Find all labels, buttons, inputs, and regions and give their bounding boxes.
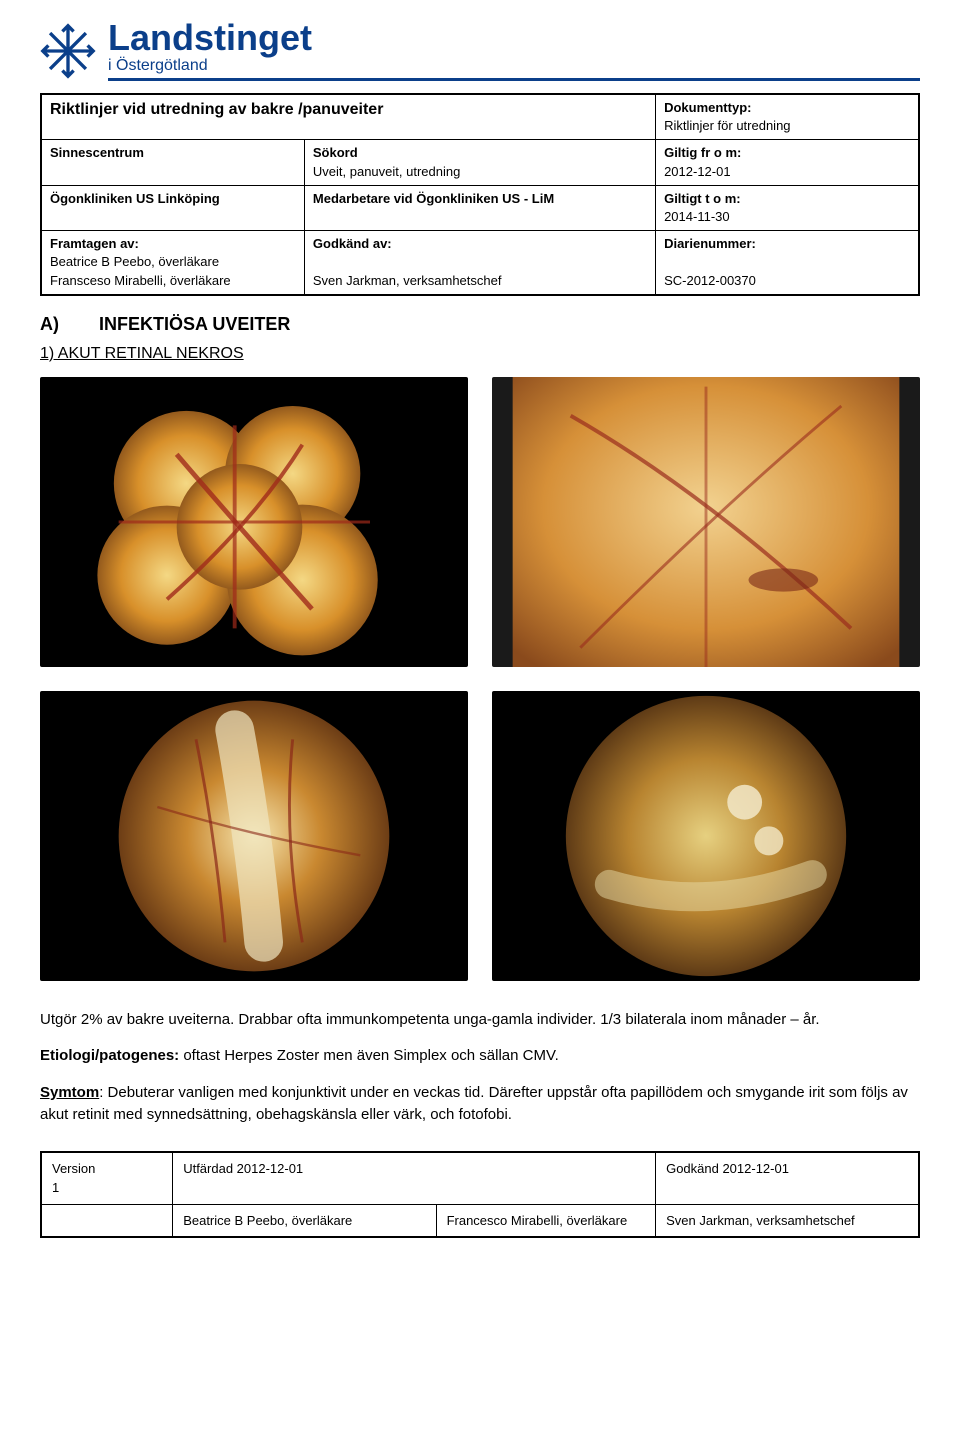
- footer-godkand: Godkänd 2012-12-01: [666, 1161, 789, 1176]
- meta-row2-c3-value: 2012-12-01: [664, 164, 731, 179]
- paragraph-3: Symtom: Debuterar vanligen med konjunkti…: [40, 1082, 920, 1127]
- logo-sub-text: i Östergötland: [108, 58, 920, 74]
- meta-row4-c1-line2: Fransceso Mirabelli, överläkare: [50, 273, 231, 288]
- fundus-image-4: [492, 691, 920, 981]
- fundus-image-3: [40, 691, 468, 981]
- footer-mid-signer: Francesco Mirabelli, överläkare: [447, 1213, 628, 1228]
- subsection-heading: 1) AKUT RETINAL NEKROS: [40, 345, 920, 363]
- paragraph-1: Utgör 2% av bakre uveiterna. Drabbar oft…: [40, 1009, 920, 1032]
- meta-row3-c1: Ögonkliniken US Linköping: [41, 185, 304, 230]
- paragraph-2: Etiologi/patogenes: oftast Herpes Zoster…: [40, 1045, 920, 1068]
- meta-row2-c2-label: Sökord: [313, 145, 358, 160]
- meta-row4-c3-value: SC-2012-00370: [664, 273, 756, 288]
- p2-rest: oftast Herpes Zoster men även Simplex oc…: [179, 1047, 559, 1064]
- image-grid: [40, 377, 920, 981]
- footer-left-signer: Beatrice B Peebo, överläkare: [183, 1213, 352, 1228]
- logo-main-text: Landstinget: [108, 20, 920, 56]
- footer-version-label: Version: [52, 1161, 95, 1176]
- meta-row4-c3-label: Diarienummer:: [664, 236, 756, 251]
- meta-row4-c2-label: Godkänd av:: [313, 236, 392, 251]
- doc-title: Riktlinjer vid utredning av bakre /panuv…: [41, 94, 656, 140]
- meta-row2-c1: Sinnescentrum: [41, 140, 304, 185]
- p3-rest: : Debuterar vanligen med konjunktivit un…: [40, 1084, 908, 1124]
- meta-row4-c1-label: Framtagen av:: [50, 236, 139, 251]
- meta-row4-c2-value: Sven Jarkman, verksamhetschef: [313, 273, 502, 288]
- doc-type-value: Riktlinjer för utredning: [664, 118, 790, 133]
- meta-row2-c2-value: Uveit, panuveit, utredning: [313, 164, 460, 179]
- fundus-image-2: [492, 377, 920, 667]
- snowflake-icon: [40, 23, 96, 79]
- p3-label: Symtom: [40, 1084, 99, 1101]
- footer-version-value: 1: [52, 1180, 59, 1195]
- document-meta-table: Riktlinjer vid utredning av bakre /panuv…: [40, 93, 920, 296]
- meta-row3-c2: Medarbetare vid Ögonkliniken US - LiM: [304, 185, 655, 230]
- meta-row3-c3-label: Giltigt t o m:: [664, 191, 741, 206]
- section-heading: A) INFEKTIÖSA UVEITER: [40, 314, 920, 335]
- fundus-image-1: [40, 377, 468, 667]
- meta-row4-c1-line1: Beatrice B Peebo, överläkare: [50, 254, 219, 269]
- footer-utfardad: Utfärdad 2012-12-01: [183, 1161, 303, 1176]
- footer-table: Version 1 Utfärdad 2012-12-01 Godkänd 20…: [40, 1151, 920, 1239]
- meta-row2-c3-label: Giltig fr o m:: [664, 145, 741, 160]
- brand-logo: Landstinget i Östergötland: [40, 20, 920, 81]
- doc-type-label: Dokumenttyp:: [664, 100, 751, 115]
- logo-underline: [108, 78, 920, 81]
- p2-label: Etiologi/patogenes:: [40, 1047, 179, 1064]
- meta-row3-c3-value: 2014-11-30: [664, 209, 730, 224]
- footer-right-signer: Sven Jarkman, verksamhetschef: [666, 1213, 855, 1228]
